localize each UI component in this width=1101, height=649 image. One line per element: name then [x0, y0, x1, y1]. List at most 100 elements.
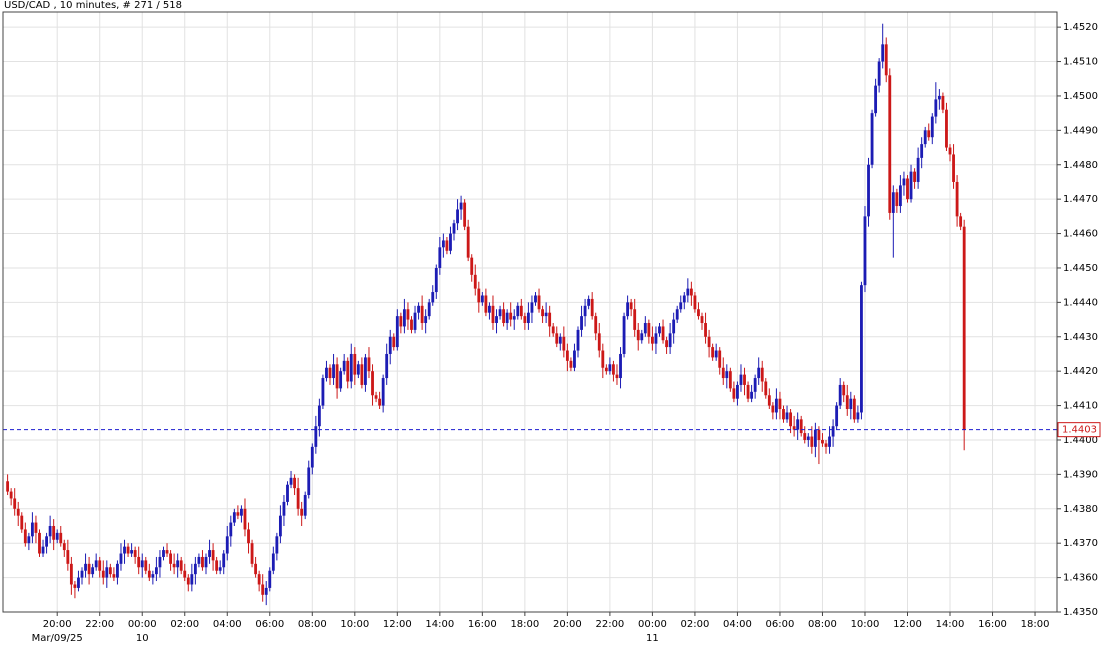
candle-body: [548, 312, 552, 327]
candle-body: [877, 61, 881, 86]
candle-body: [796, 419, 800, 430]
candle-body: [27, 536, 31, 544]
candle-body: [236, 512, 240, 516]
candle-body: [470, 257, 474, 275]
candle-body: [661, 326, 665, 341]
axes: 1.43501.43601.43701.43801.43901.44001.44…: [32, 22, 1101, 644]
candle-body: [849, 398, 853, 410]
y-tick-label: 1.4480: [1063, 160, 1098, 171]
candle-body: [534, 295, 537, 303]
candle-body: [551, 326, 555, 334]
candle-body: [654, 333, 658, 344]
candle-body: [612, 364, 615, 375]
x-tick-label: 02:00: [170, 619, 199, 630]
date-label: 11: [646, 633, 659, 644]
candle-body: [619, 353, 622, 379]
x-tick-label: 06:00: [766, 619, 795, 630]
candle-body: [183, 570, 187, 578]
candle-body: [739, 374, 743, 385]
x-tick-label: 18:00: [1021, 619, 1050, 630]
candle-body: [495, 316, 498, 324]
candle-body: [941, 95, 945, 110]
candle-body: [349, 353, 353, 382]
x-tick-label: 04:00: [723, 619, 752, 630]
candle-body: [590, 298, 594, 317]
candle-body: [580, 316, 583, 330]
candle-body: [562, 336, 566, 351]
candle-body: [325, 367, 328, 379]
candle-body: [410, 319, 413, 330]
candle-body: [434, 267, 438, 293]
candle-body: [937, 95, 941, 100]
candle-body: [845, 395, 849, 410]
candle-body: [232, 512, 236, 523]
x-tick-label: 08:00: [298, 619, 327, 630]
candle-body: [30, 522, 34, 537]
candle-body: [516, 305, 520, 317]
candle-body: [824, 443, 828, 447]
candle-body: [399, 316, 403, 327]
candle-body: [792, 426, 796, 430]
y-tick-label: 1.4350: [1063, 607, 1098, 618]
candle-body: [601, 350, 605, 368]
candle-body: [884, 44, 888, 76]
candle-body: [240, 508, 243, 516]
candle-body: [427, 302, 431, 317]
y-tick-label: 1.4510: [1063, 57, 1098, 68]
candle-body: [222, 553, 226, 568]
candle-body: [147, 570, 151, 578]
candle-body: [544, 312, 548, 317]
candle-body: [151, 574, 155, 578]
candle-body: [863, 216, 867, 286]
candle-body: [360, 364, 364, 385]
candle-body: [346, 360, 350, 382]
candle-body: [650, 336, 654, 344]
candle-body: [573, 350, 576, 368]
y-tick-label: 1.4500: [1063, 91, 1098, 102]
candle-body: [615, 374, 619, 379]
candle-body: [84, 563, 87, 571]
candle-body: [760, 367, 764, 382]
candle-body: [335, 364, 339, 389]
candle-body: [41, 546, 45, 554]
candle-body: [704, 323, 707, 337]
candle-body: [831, 426, 835, 437]
candle-body: [23, 529, 27, 544]
candle-body: [711, 347, 715, 358]
candle-body: [835, 405, 839, 427]
candle-body: [296, 488, 300, 509]
candle-body: [707, 336, 711, 348]
candle-body: [62, 543, 66, 551]
y-tick-label: 1.4390: [1063, 469, 1098, 480]
candle-body: [959, 216, 963, 227]
candle-body: [112, 574, 116, 578]
y-tick-label: 1.4420: [1063, 366, 1098, 377]
candle-body: [257, 574, 261, 585]
candle-body: [59, 532, 63, 544]
y-tick-label: 1.4410: [1063, 401, 1098, 412]
plot-frame: [2, 11, 1058, 613]
candle-body: [813, 429, 817, 447]
candle-body: [565, 350, 569, 361]
candle-body: [537, 295, 541, 310]
candle-body: [622, 316, 626, 354]
candle-body: [123, 546, 126, 554]
candle-body: [402, 309, 406, 327]
candle-body: [307, 467, 311, 496]
x-tick-label: 08:00: [808, 619, 837, 630]
candle-body: [725, 371, 729, 379]
candle-body: [916, 157, 920, 182]
candle-body: [753, 378, 757, 392]
candle-body: [498, 309, 502, 317]
y-tick-label: 1.4520: [1063, 22, 1098, 33]
y-tick-label: 1.4370: [1063, 538, 1098, 549]
candle-body: [640, 333, 644, 341]
candle-body: [190, 574, 194, 585]
candle-body: [927, 130, 931, 138]
candle-body: [480, 295, 484, 303]
candle-body: [757, 367, 761, 379]
candle-body: [162, 550, 165, 557]
candle-body: [509, 312, 513, 320]
candle-body: [165, 550, 169, 554]
x-tick-label: 20:00: [553, 619, 582, 630]
